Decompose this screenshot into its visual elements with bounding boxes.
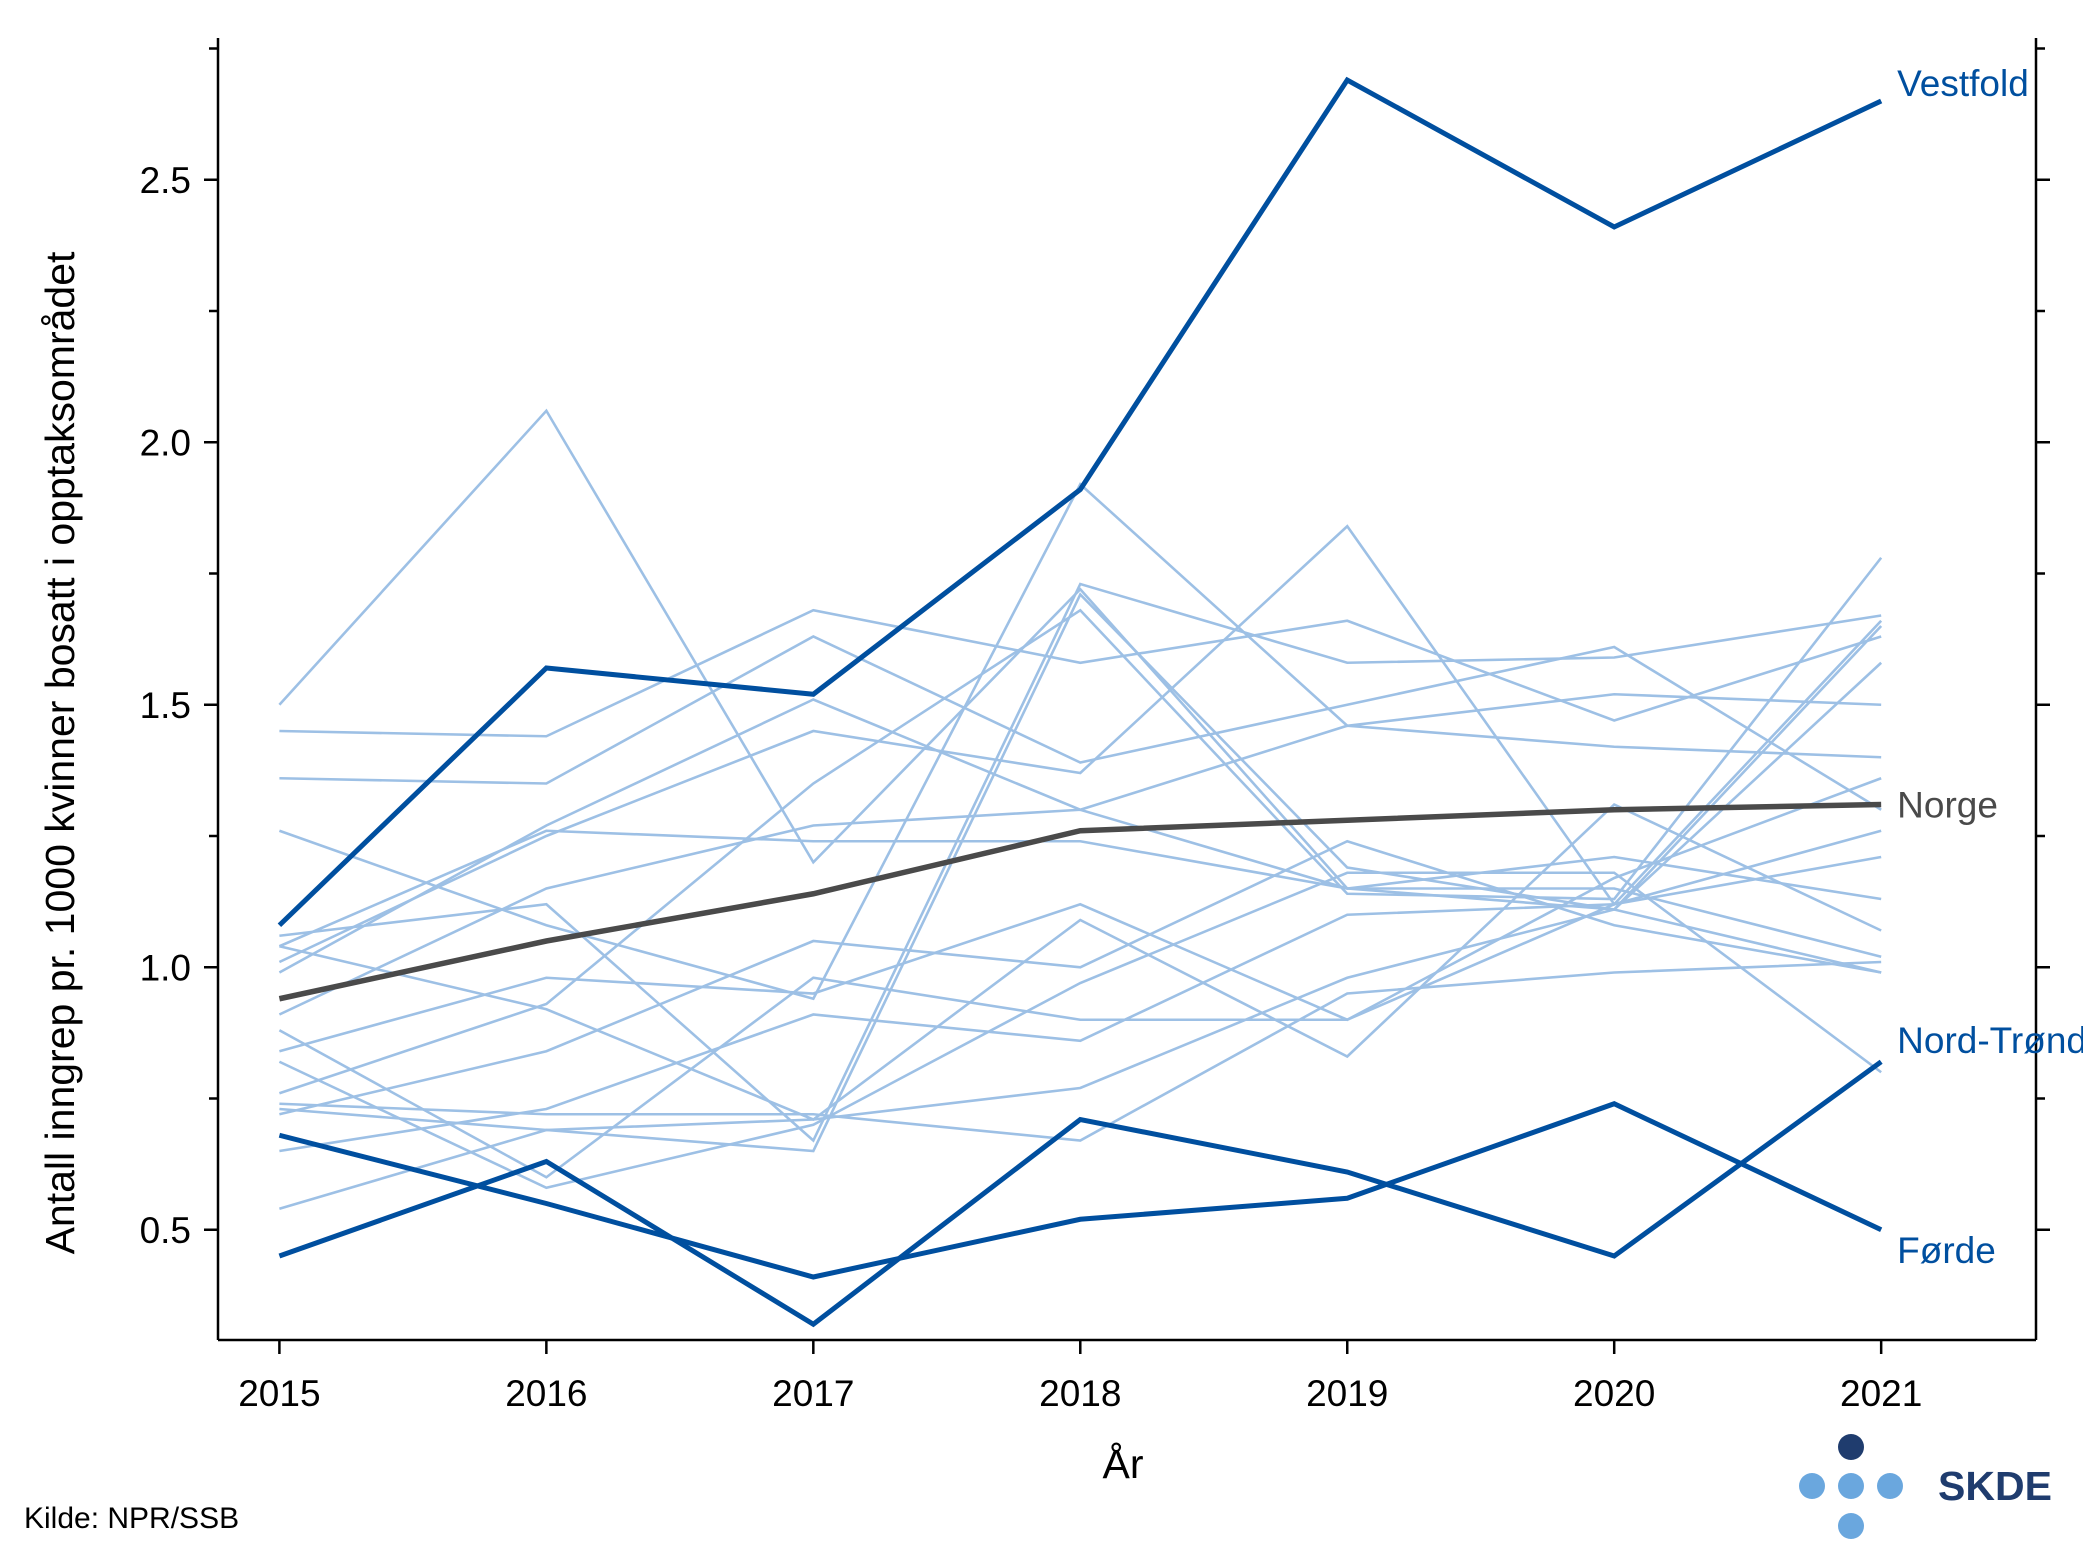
y-tick-label: 1.0	[140, 947, 191, 988]
x-tick-label: 2020	[1573, 1373, 1655, 1414]
y-axis-title: Antall inngrep pr. 1000 kvinner bosatt i…	[37, 251, 83, 1254]
series-line-norge	[278, 801, 1882, 1002]
series-line-4	[278, 408, 1882, 959]
x-tick-label: 2016	[505, 1373, 587, 1414]
x-tick-label: 2015	[238, 1373, 320, 1414]
series-line-8	[279, 582, 1882, 1143]
series-line-10	[278, 698, 1882, 974]
y-tick-label: 1.5	[140, 685, 191, 726]
series-line-nord-trøndelag	[278, 1059, 1883, 1328]
series-layer	[277, 76, 1883, 1328]
series-label-norge: Norge	[1897, 785, 1998, 826]
x-tick-label: 2018	[1039, 1373, 1121, 1414]
logo-dot-center	[1838, 1473, 1864, 1499]
logo-dot-top	[1838, 1434, 1864, 1460]
series-line-14	[279, 839, 1882, 1116]
series-line-12	[278, 808, 1882, 1016]
series-line-22	[279, 625, 1883, 1132]
series-line-20	[279, 960, 1882, 1142]
logo-dot-right	[1877, 1473, 1903, 1499]
x-axis-title: År	[1103, 1441, 1144, 1487]
series-line-13	[279, 777, 1882, 1053]
logo-text: SKDE	[1938, 1463, 2052, 1509]
series-line-11	[279, 802, 1882, 1121]
series-line-15	[278, 556, 1883, 1095]
series-line-7	[278, 482, 1882, 1001]
skde-logo: SKDE	[1799, 1434, 2052, 1539]
series-label-nord-trøndelag: Nord-Trøndelag	[1897, 1020, 2083, 1061]
series-line-5	[279, 608, 1882, 738]
x-tick-label: 2017	[772, 1373, 854, 1414]
series-line-6	[279, 635, 1882, 811]
axes: 0.5 1.0 1.5 2.0 2.5 2015 2016 2017 2018 2019 2020 2…	[140, 38, 2050, 1414]
series-labels: Vestfold Norge Nord-Trøndelag Førde	[1897, 63, 2083, 1271]
series-label-førde: Førde	[1897, 1230, 1996, 1271]
logo-dot-left	[1799, 1473, 1825, 1499]
source-note: Kilde: NPR/SSB	[24, 1502, 239, 1535]
y-tick-label: 2.0	[140, 422, 191, 463]
series-label-vestfold: Vestfold	[1897, 63, 2029, 104]
series-line-førde	[278, 1101, 1883, 1280]
y-tick-label: 2.5	[140, 160, 191, 201]
x-tick-label: 2019	[1306, 1373, 1388, 1414]
series-line-17	[278, 871, 1882, 1190]
series-line-18	[279, 855, 1882, 1153]
x-tick-label: 2021	[1840, 1373, 1922, 1414]
y-tick-label: 0.5	[140, 1210, 191, 1251]
series-line-vestfold	[277, 76, 1883, 928]
logo-dot-bottom	[1838, 1513, 1864, 1539]
